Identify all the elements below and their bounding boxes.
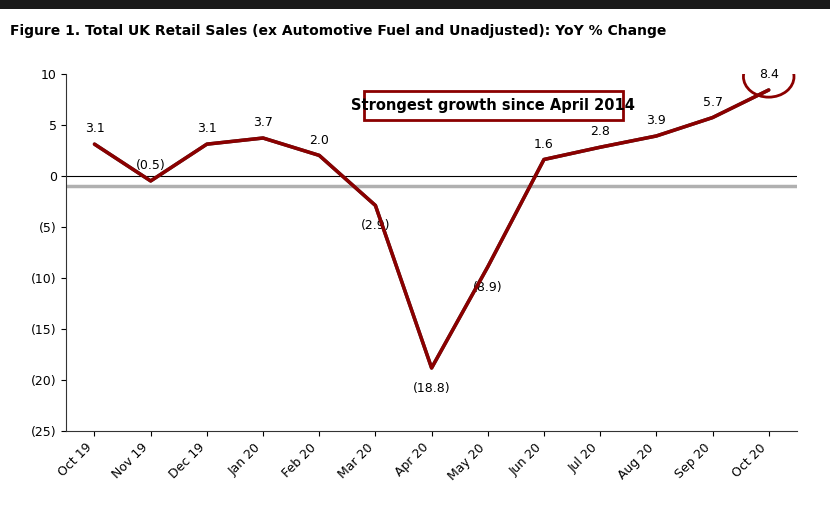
Text: (8.9): (8.9) xyxy=(473,281,503,294)
Text: 5.7: 5.7 xyxy=(702,96,723,109)
Text: 3.1: 3.1 xyxy=(197,123,217,135)
Text: 3.9: 3.9 xyxy=(647,114,666,127)
Text: (0.5): (0.5) xyxy=(136,159,165,172)
Text: 2.8: 2.8 xyxy=(590,125,610,138)
Text: (2.9): (2.9) xyxy=(361,219,390,232)
Text: 8.4: 8.4 xyxy=(759,68,779,81)
Text: Figure 1. Total UK Retail Sales (ex Automotive Fuel and Unadjusted): YoY % Chang: Figure 1. Total UK Retail Sales (ex Auto… xyxy=(10,24,666,38)
Text: 1.6: 1.6 xyxy=(534,138,554,150)
Text: 2.0: 2.0 xyxy=(310,134,330,147)
FancyBboxPatch shape xyxy=(364,91,622,119)
Text: Strongest growth since April 2014: Strongest growth since April 2014 xyxy=(351,98,635,113)
Text: (18.8): (18.8) xyxy=(413,382,451,395)
Text: 3.7: 3.7 xyxy=(253,116,273,129)
Text: 3.1: 3.1 xyxy=(85,123,105,135)
